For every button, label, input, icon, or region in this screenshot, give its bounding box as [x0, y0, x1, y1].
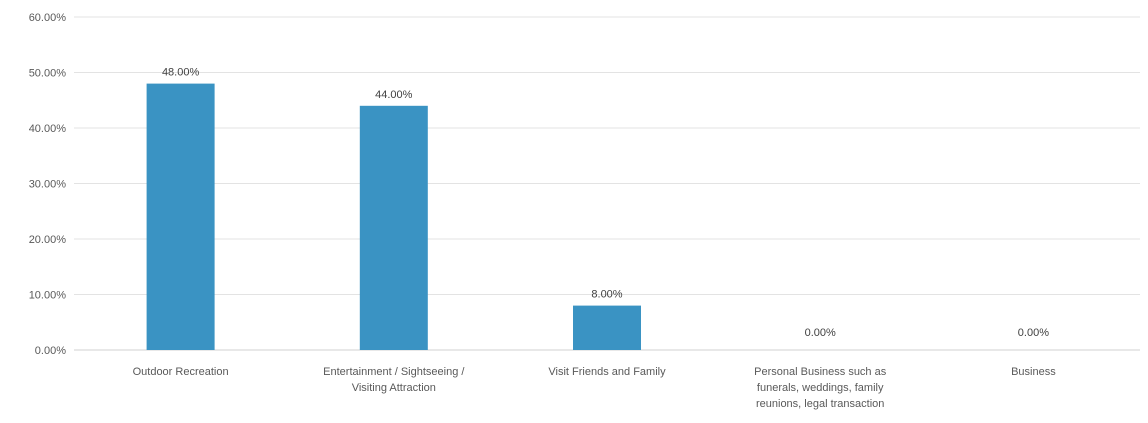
y-tick-label: 20.00%: [29, 234, 67, 246]
data-label: 0.00%: [805, 327, 836, 339]
y-tick-label: 0.00%: [35, 345, 66, 357]
x-category-label: Personal Business such as: [754, 366, 887, 378]
x-category-label: Visit Friends and Family: [548, 366, 666, 378]
x-category-label: Entertainment / Sightseeing /: [323, 366, 465, 378]
bar: [359, 105, 428, 350]
y-tick-label: 40.00%: [29, 123, 67, 135]
bar: [146, 83, 215, 350]
y-tick-label: 50.00%: [29, 68, 67, 80]
data-label: 8.00%: [591, 289, 622, 301]
x-category-label: funerals, weddings, family: [757, 382, 884, 394]
data-label: 0.00%: [1018, 327, 1049, 339]
x-category-label: reunions, legal transaction: [756, 398, 884, 410]
data-label: 44.00%: [375, 89, 413, 101]
bar: [573, 305, 641, 350]
y-tick-label: 30.00%: [29, 179, 67, 191]
y-tick-label: 10.00%: [29, 290, 67, 302]
x-category-label: Business: [1011, 366, 1056, 378]
x-category-label: Visiting Attraction: [352, 382, 436, 394]
y-tick-label: 60.00%: [29, 12, 67, 24]
data-label: 48.00%: [162, 67, 200, 79]
x-category-label: Outdoor Recreation: [133, 366, 229, 378]
